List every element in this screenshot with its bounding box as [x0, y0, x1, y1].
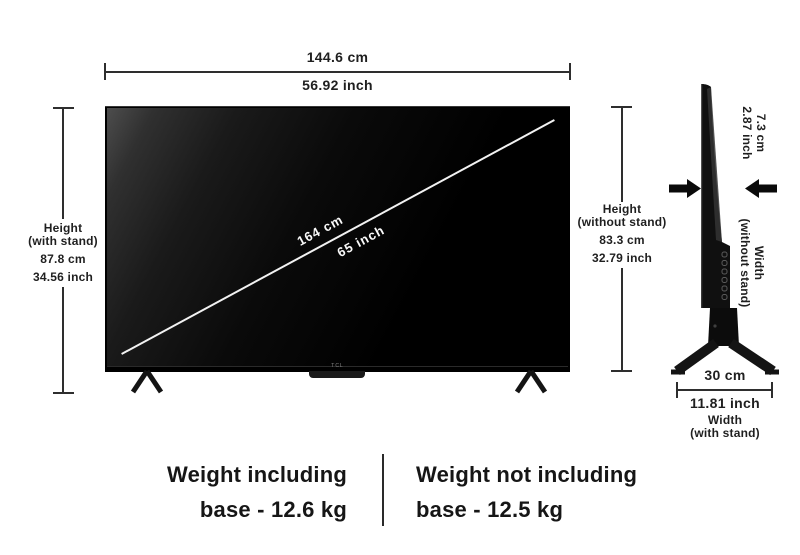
weight-excluding-line1: Weight not including: [416, 462, 638, 487]
diagonal-label-inch: 65 inch: [333, 222, 387, 261]
weight-excluding-line2: base - 12.5 kg: [416, 497, 564, 522]
depth-inch: 2.87 inch: [740, 106, 754, 160]
height-with-stand-inch: 34.56 inch: [32, 270, 94, 284]
arrow-left-icon: [745, 179, 777, 198]
tv-side-view: [671, 84, 779, 376]
height-without-stand-label: Height (without stand) 83.3 cm 32.79 inc…: [562, 203, 682, 265]
height-without-stand-cm: 83.3 cm: [599, 233, 645, 247]
tv-screen: 164 cm 65 inch: [107, 108, 568, 367]
base-width-tick-left: [676, 382, 678, 398]
dimension-tick-left: [104, 63, 106, 80]
width-without-stand-label: Width (without stand): [736, 201, 766, 325]
height-without-stand-label-line1: Height: [602, 202, 642, 216]
height-with-stand-label-line1: Height: [43, 221, 83, 235]
weight-excluding-text: Weight not including base - 12.5 kg: [416, 457, 696, 527]
tv-feet: [130, 370, 548, 394]
left-dim-cap-bottom: [53, 392, 74, 394]
tv-front-view: 164 cm 65 inch: [105, 106, 570, 372]
right-dim-line-lower: [621, 268, 623, 371]
weight-including-line2: base - 12.6 kg: [199, 497, 347, 522]
width-dimension-inch: 56.92 inch: [302, 77, 373, 93]
height-with-stand-label: Height (with stand) 87.8 cm 34.56 inch: [3, 222, 123, 284]
diagonal-dimension: 164 cm 65 inch: [120, 119, 555, 355]
depth-dimension-label: 7.3 cm 2.87 inch: [738, 92, 768, 174]
base-width-tick-right: [771, 382, 773, 398]
tcl-logo: TCL: [331, 363, 344, 369]
arrow-right-icon: [669, 179, 701, 198]
left-dim-line-upper: [62, 107, 64, 219]
width-dimension-line: [105, 71, 570, 73]
dimension-tick-right: [569, 63, 571, 80]
diagonal-label-cm: 164 cm: [293, 211, 346, 249]
width-dimension-cm: 144.6 cm: [306, 49, 369, 65]
height-with-stand-label-line2: (with stand): [28, 234, 98, 248]
width-without-stand-line1: Width: [752, 245, 766, 281]
base-width-cm: 30 cm: [704, 367, 746, 383]
tv-logo-bar: [309, 371, 365, 378]
height-with-stand-cm: 87.8 cm: [40, 252, 86, 266]
base-width-line: [677, 389, 773, 391]
base-width-inch: 11.81 inch: [690, 395, 760, 411]
width-with-stand-label: Width (with stand): [660, 414, 790, 440]
diagonal-line: [120, 119, 555, 355]
weight-including-text: Weight including base - 12.6 kg: [100, 457, 347, 527]
width-with-stand-line2: (with stand): [690, 426, 760, 440]
left-dim-line-lower: [62, 287, 64, 393]
width-without-stand-line2: (without stand): [738, 218, 752, 308]
height-without-stand-label-line2: (without stand): [577, 215, 667, 229]
weight-including-line1: Weight including: [167, 462, 347, 487]
width-with-stand-line1: Width: [707, 413, 743, 427]
right-dim-line-upper: [621, 106, 623, 202]
height-without-stand-inch: 32.79 inch: [591, 251, 653, 265]
depth-cm: 7.3 cm: [754, 113, 768, 153]
weight-divider: [382, 454, 384, 526]
right-dim-cap-bottom: [611, 370, 632, 372]
